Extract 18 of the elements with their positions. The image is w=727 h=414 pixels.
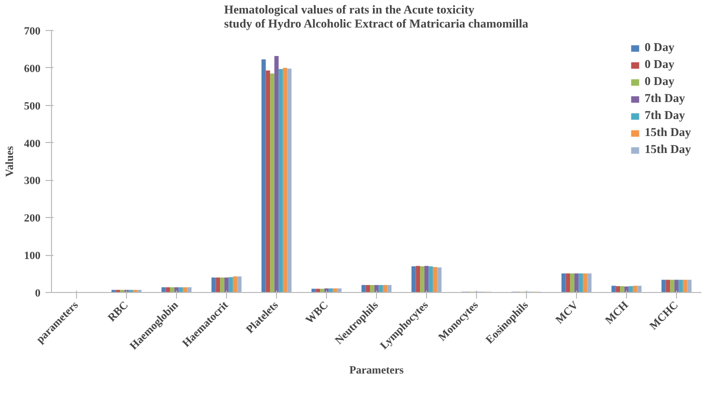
y-tick-label: 400	[24, 138, 41, 150]
chart-title: Hematological values of rats in the Acute toxicity study of Hydro Alcoholic Extract of Matricaria chamomilla	[224, 2, 528, 30]
y-axis-title: Values	[4, 145, 16, 177]
legend-label: 7th Day	[644, 108, 685, 123]
x-axis-title: Parameters	[349, 364, 404, 376]
legend-label: 0 Day	[644, 40, 674, 55]
y-tick-label: 600	[24, 62, 41, 75]
y-tick-label: 200	[24, 212, 41, 225]
legend-label: 0 Day	[644, 57, 674, 72]
legend-label: 15th Day	[644, 142, 691, 157]
legend-label: 0 Day	[644, 74, 674, 89]
y-tick-label: 0	[35, 288, 41, 300]
y-tick-label: 100	[24, 250, 41, 262]
legend-label: 15th Day	[644, 125, 691, 140]
legend-label: 7th Day	[644, 91, 685, 106]
y-tick-label: 500	[24, 100, 41, 112]
y-tick-label: 300	[24, 175, 41, 188]
y-tick-label: 700	[24, 26, 41, 38]
